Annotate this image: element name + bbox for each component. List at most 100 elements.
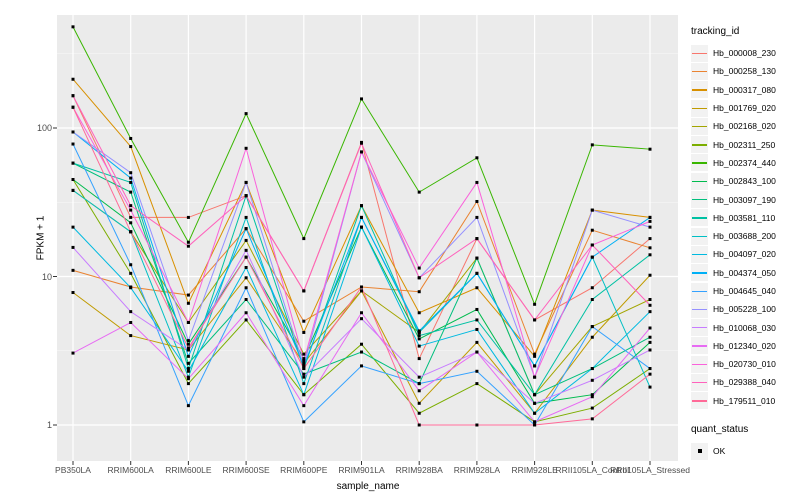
legend-quant-status: quant_status OK	[691, 424, 799, 460]
y-tick-label: 100	[36, 123, 52, 133]
data-point	[648, 147, 652, 151]
data-point	[360, 150, 363, 154]
x-axis-title: sample_name	[336, 481, 400, 492]
data-point	[71, 25, 75, 29]
data-point	[590, 255, 594, 259]
data-point	[71, 177, 75, 181]
data-point	[186, 339, 190, 343]
legend-key	[691, 373, 708, 391]
data-point	[360, 204, 363, 208]
legend-line-icon	[692, 235, 707, 237]
legend-line-icon	[692, 253, 707, 256]
legend-line-icon	[692, 363, 707, 366]
legend-label: Hb_001769_020	[713, 103, 776, 114]
legend-line-icon	[692, 125, 707, 128]
legend-entry: Hb_000258_130	[691, 62, 799, 80]
data-point	[186, 375, 190, 379]
legend-line-icon	[692, 199, 707, 201]
data-point	[186, 244, 190, 248]
data-point	[360, 350, 363, 354]
legend-label: OK	[713, 446, 726, 457]
legend-label: Hb_000317_080	[713, 84, 776, 95]
data-point	[186, 369, 190, 373]
data-point	[475, 350, 479, 354]
data-point	[648, 298, 652, 302]
data-point	[302, 357, 306, 361]
data-point	[475, 340, 479, 344]
data-point	[244, 318, 248, 322]
data-point	[417, 337, 421, 341]
data-point	[244, 255, 248, 259]
data-point	[71, 291, 75, 295]
data-point	[244, 227, 248, 231]
legend-line-icon	[692, 144, 707, 146]
data-point	[648, 237, 652, 241]
legend-entry: Hb_002311_250	[691, 135, 799, 154]
legend-entry: Hb_004097_020	[691, 245, 799, 263]
data-point	[302, 420, 306, 424]
data-point	[417, 276, 421, 280]
legend-entry: Hb_012340_020	[691, 337, 799, 355]
legend-key	[691, 172, 708, 190]
y-tick-label: 1	[46, 420, 52, 430]
legend-label: Hb_020730_010	[713, 359, 776, 370]
data-point	[129, 176, 133, 180]
data-point	[475, 307, 479, 311]
data-point	[648, 225, 652, 229]
data-point	[590, 395, 594, 399]
legend-label: Hb_012340_020	[713, 340, 776, 351]
data-point	[186, 293, 190, 297]
data-point	[129, 221, 133, 225]
data-point	[302, 393, 306, 397]
legend-key	[691, 117, 708, 135]
data-point	[360, 215, 363, 219]
legend-key	[691, 337, 708, 355]
data-point	[186, 404, 190, 408]
legend-point-icon	[697, 449, 702, 454]
legend-label: Hb_000258_130	[713, 66, 776, 77]
data-point	[475, 369, 479, 373]
data-point	[417, 382, 421, 386]
data-point	[648, 348, 652, 352]
legend-title-quant-status: quant_status	[691, 423, 749, 435]
x-tick-label: PB350LA	[55, 465, 91, 475]
data-point	[533, 318, 537, 322]
legend-key	[691, 154, 708, 172]
data-point	[129, 310, 133, 314]
data-point	[360, 225, 363, 229]
legend-line-icon	[692, 345, 707, 347]
data-point	[360, 141, 363, 145]
data-point	[186, 377, 190, 381]
data-point	[71, 105, 75, 109]
data-point	[475, 423, 479, 427]
legend-key	[691, 81, 708, 99]
data-point	[417, 423, 421, 427]
legend-key	[691, 99, 708, 117]
data-point	[533, 411, 537, 415]
data-point	[533, 354, 537, 358]
data-point	[71, 94, 75, 98]
data-point	[648, 253, 652, 257]
data-point	[417, 330, 421, 334]
y-axis-title: FPKM + 1	[35, 215, 47, 261]
legend-entry: Hb_003097_190	[691, 190, 799, 209]
data-point	[648, 219, 652, 223]
legend-entry: Hb_002168_020	[691, 117, 799, 135]
legend-entry: Hb_010068_030	[691, 318, 799, 337]
data-point	[475, 215, 479, 219]
data-point	[590, 406, 594, 410]
data-point	[533, 302, 537, 306]
data-point	[186, 321, 190, 325]
data-point	[244, 112, 248, 116]
legend-line-icon	[692, 180, 707, 183]
data-point	[360, 317, 363, 321]
data-point	[590, 143, 594, 147]
data-point	[244, 286, 248, 290]
data-point	[360, 285, 363, 289]
legend-label: Hb_004645_040	[713, 286, 776, 296]
legend-line-icon	[692, 308, 707, 311]
data-point	[648, 367, 652, 371]
data-point	[129, 190, 133, 194]
data-point	[302, 330, 306, 334]
data-point	[648, 385, 652, 389]
